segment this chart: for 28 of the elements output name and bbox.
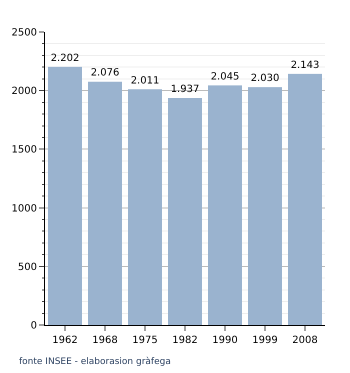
y-tick-label: 2500: [12, 28, 37, 38]
x-tick-label: 1962: [52, 335, 78, 346]
bar: [88, 82, 122, 325]
bar: [48, 66, 82, 325]
y-tick-label: 2000: [12, 86, 37, 98]
data-label: 2.202: [50, 52, 80, 64]
x-tick-label: 2008: [292, 335, 318, 346]
bar: [208, 85, 242, 325]
data-label: 2.076: [90, 68, 120, 79]
x-tick-label: 1975: [132, 335, 158, 346]
x-tick-label: 1968: [92, 335, 118, 346]
y-tick-label: 0: [30, 320, 37, 332]
x-tick-label: 1999: [252, 335, 278, 346]
bar: [288, 74, 322, 325]
data-label: 2.143: [290, 60, 320, 71]
bar: [168, 98, 202, 325]
y-tick-label: 1000: [12, 203, 37, 214]
y-tick-label: 1500: [12, 144, 37, 156]
data-label: 1.937: [170, 84, 200, 95]
source-note: fonte INSEE - elaborasion gràfega: [19, 356, 171, 367]
x-tick-label: 1982: [172, 335, 198, 346]
data-label: 2.045: [210, 71, 240, 82]
data-label: 2.030: [250, 73, 280, 84]
bar: [248, 87, 282, 325]
bar: [128, 89, 162, 325]
y-tick-label: 500: [18, 262, 37, 273]
data-label: 2.011: [130, 75, 160, 86]
x-tick-label: 1990: [212, 335, 238, 346]
